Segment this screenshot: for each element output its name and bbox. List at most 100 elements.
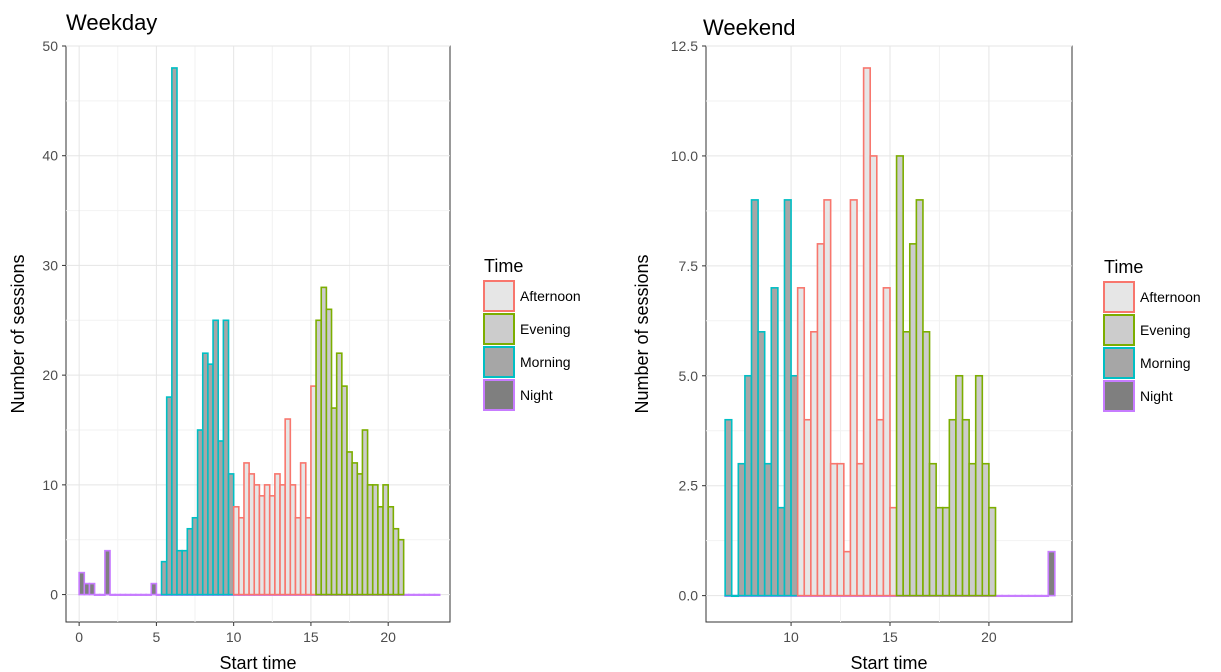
bar-evening bbox=[928, 462, 937, 597]
series-afternoon bbox=[796, 67, 898, 597]
bar-night bbox=[1014, 594, 1023, 598]
legend-label-afternoon: Afternoon bbox=[1140, 289, 1201, 305]
legend-key-morning bbox=[483, 346, 515, 378]
x-axis-title: Start time bbox=[219, 653, 296, 672]
chart-title: Weekday bbox=[66, 10, 157, 35]
y-tick-label: 40 bbox=[42, 148, 58, 164]
y-tick-label: 5.0 bbox=[679, 368, 699, 384]
legend-key-afternoon bbox=[1103, 281, 1135, 313]
bar-afternoon bbox=[803, 418, 812, 597]
bar-afternoon bbox=[849, 199, 858, 597]
legend-key-morning bbox=[1103, 347, 1135, 379]
bar-afternoon bbox=[889, 506, 898, 597]
x-tick-label: 15 bbox=[303, 629, 319, 645]
bar-night bbox=[1007, 594, 1017, 598]
bar-morning bbox=[724, 418, 733, 597]
x-tick-label: 20 bbox=[380, 629, 396, 645]
x-tick-label: 10 bbox=[783, 629, 799, 645]
bar-morning bbox=[744, 374, 753, 597]
bar-morning bbox=[750, 199, 759, 597]
chart-title: Weekend bbox=[703, 15, 796, 40]
legend-title: Time bbox=[1104, 257, 1143, 277]
legend-key-night bbox=[1103, 380, 1135, 412]
bar-night bbox=[88, 582, 96, 596]
legend-label-morning: Morning bbox=[1140, 355, 1191, 371]
chart-panel-weekday: 0 10 20 30 40 50 0 5 10 15 20 Weekday Start time Numb… bbox=[8, 10, 581, 672]
bar-night bbox=[994, 594, 1003, 598]
bar-afternoon bbox=[882, 287, 891, 597]
bar-afternoon bbox=[875, 418, 885, 597]
bar-afternoon bbox=[829, 462, 839, 597]
series-morning bbox=[724, 199, 799, 598]
y-axis-title: Number of sessions bbox=[632, 254, 652, 413]
bar-morning bbox=[790, 374, 799, 597]
y-tick-label: 30 bbox=[42, 257, 58, 273]
legend-key-evening bbox=[483, 313, 515, 345]
y-tick-label: 0 bbox=[50, 587, 58, 603]
bar-evening bbox=[988, 506, 997, 597]
x-tick-label: 15 bbox=[882, 629, 898, 645]
bar-night bbox=[104, 549, 111, 596]
bar-morning bbox=[770, 287, 779, 597]
y-tick-label: 10.0 bbox=[671, 148, 698, 164]
legend-label-night: Night bbox=[520, 387, 553, 403]
bar-morning bbox=[222, 319, 230, 596]
legend: Time Afternoon Evening Morning Night bbox=[1103, 257, 1201, 412]
bar-evening bbox=[895, 155, 904, 597]
bar-morning bbox=[171, 67, 178, 596]
legend: Time Afternoon Evening Morning Night bbox=[483, 256, 581, 411]
y-tick-label: 0.0 bbox=[679, 588, 699, 604]
series-morning bbox=[160, 67, 235, 596]
bar-evening bbox=[902, 331, 911, 597]
bar-evening bbox=[915, 199, 924, 597]
bar-evening bbox=[968, 462, 977, 597]
bar-afternoon bbox=[843, 550, 852, 597]
bar-afternoon bbox=[862, 67, 872, 597]
bar-night bbox=[1001, 594, 1010, 598]
y-tick-label: 20 bbox=[42, 367, 58, 383]
x-tick-label: 5 bbox=[152, 629, 160, 645]
bar-evening bbox=[981, 462, 990, 597]
bar-evening bbox=[397, 538, 405, 596]
legend-key-afternoon bbox=[483, 280, 515, 312]
bar-evening bbox=[955, 374, 964, 597]
bar-afternoon bbox=[823, 199, 832, 597]
x-axis-title: Start time bbox=[850, 653, 927, 672]
bar-morning bbox=[730, 594, 740, 598]
bar-evening bbox=[948, 418, 957, 597]
bar-night bbox=[1027, 594, 1036, 598]
legend-label-evening: Evening bbox=[520, 321, 571, 337]
legend-label-afternoon: Afternoon bbox=[520, 288, 581, 304]
bar-morning bbox=[757, 331, 766, 597]
bar-night bbox=[433, 593, 441, 596]
legend-key-night bbox=[483, 379, 515, 411]
legend-label-evening: Evening bbox=[1140, 322, 1191, 338]
bar-afternoon bbox=[856, 462, 865, 597]
legend-title: Time bbox=[484, 256, 523, 276]
bar-evening bbox=[941, 506, 951, 597]
y-tick-label: 10 bbox=[42, 477, 58, 493]
legend-label-morning: Morning bbox=[520, 354, 571, 370]
bar-evening bbox=[961, 418, 970, 597]
bar-afternoon bbox=[816, 243, 825, 597]
y-tick-label: 50 bbox=[42, 38, 58, 54]
bar-evening bbox=[908, 243, 918, 597]
y-tick-label: 2.5 bbox=[679, 478, 699, 494]
bar-morning bbox=[737, 462, 746, 597]
y-tick-label: 7.5 bbox=[679, 258, 699, 274]
bar-afternoon bbox=[836, 462, 845, 597]
bar-evening bbox=[935, 506, 944, 597]
bar-afternoon bbox=[869, 155, 878, 597]
bar-morning bbox=[783, 199, 792, 597]
legend-label-night: Night bbox=[1140, 388, 1173, 404]
bar-night bbox=[150, 582, 158, 596]
bar-night bbox=[1021, 594, 1030, 598]
y-tick-label: 12.5 bbox=[671, 38, 698, 54]
bar-night bbox=[1040, 594, 1050, 598]
y-axis-title: Number of sessions bbox=[8, 254, 28, 413]
x-tick-label: 10 bbox=[226, 629, 242, 645]
bar-afternoon bbox=[810, 331, 819, 597]
bar-morning bbox=[763, 462, 773, 597]
bar-night bbox=[1034, 594, 1043, 598]
